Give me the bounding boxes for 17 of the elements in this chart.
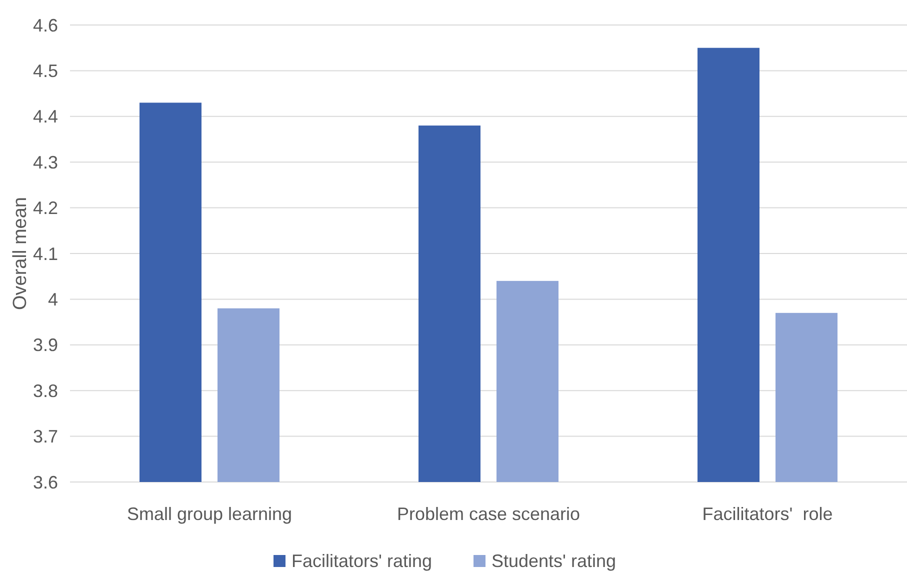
y-tick-label: 4.1	[32, 244, 58, 264]
x-tick-label: Problem case scenario	[396, 504, 580, 524]
y-axis-title: Overall mean	[10, 197, 31, 310]
x-tick-label: Facilitators' role	[702, 504, 833, 524]
legend-label: Students' rating	[492, 551, 616, 571]
y-tick-label: 3.8	[32, 380, 58, 401]
y-tick-label: 4	[48, 290, 58, 310]
y-tick-label: 3.6	[32, 472, 58, 492]
y-tick-label: 4.3	[32, 152, 58, 172]
x-tick-label: Small group learning	[126, 504, 292, 524]
y-tick-label: 3.9	[32, 335, 58, 356]
legend-label: Facilitators' rating	[292, 551, 432, 571]
y-tick-label: 4.2	[32, 198, 58, 218]
y-tick-label: 4.5	[32, 61, 58, 81]
y-tick-label: 4.6	[32, 15, 58, 36]
y-tick-label: 4.4	[32, 106, 58, 127]
y-tick-label: 3.7	[32, 426, 58, 447]
